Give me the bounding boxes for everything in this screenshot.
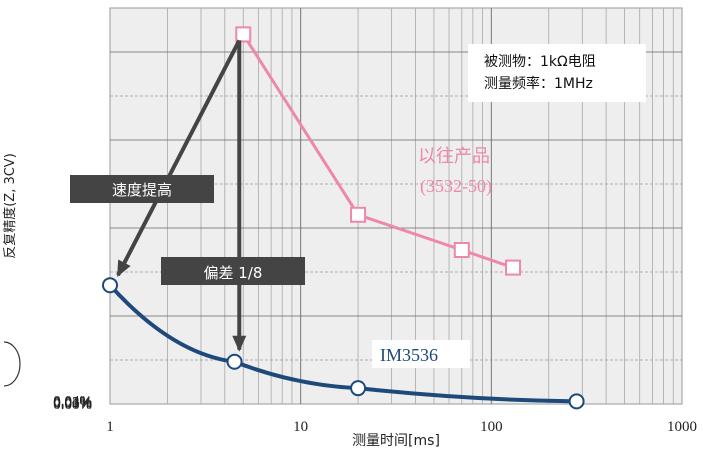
y-tick-label: 0.02% xyxy=(53,395,92,411)
series-group xyxy=(102,26,585,410)
x-tick-label: 10 xyxy=(293,419,308,435)
y-tick-label: 0.01% xyxy=(53,396,92,412)
note-line-1: 被测物：1kΩ电阻 xyxy=(484,54,596,70)
annotation-deviation-text: 偏差 1/8 xyxy=(204,264,263,282)
series-line-0 xyxy=(242,33,514,270)
data-point-im3536 xyxy=(568,393,585,410)
y-axis-ticks: 0.00%0.01%0.02%0.03%0.04% xyxy=(53,393,92,413)
arrow-deviation-head xyxy=(232,335,247,352)
series-name-im3536: IM3536 xyxy=(380,345,438,365)
data-point-previous xyxy=(453,242,470,258)
annotation-speed-text: 速度提高 xyxy=(112,181,172,199)
x-tick-label: 1 xyxy=(106,419,114,435)
y-tick-label: 0.03% xyxy=(53,394,92,410)
data-point-im3536 xyxy=(350,380,367,397)
series-label-previous: 以往产品 (3532-50) xyxy=(418,146,492,197)
series-name-previous: 以往产品 xyxy=(418,146,490,166)
note-box: 被测物：1kΩ电阻 测量频率：1MHz xyxy=(468,44,646,102)
series-name-previous-model: (3532-50) xyxy=(420,176,492,197)
annotation-deviation: 偏差 1/8 xyxy=(161,257,305,285)
data-point-previous xyxy=(235,26,252,43)
arrow-speed xyxy=(116,39,242,277)
note-line-2: 测量频率：1MHz xyxy=(484,75,593,92)
edge-arc-icon xyxy=(3,341,21,387)
x-axis-label: 测量时间[ms] xyxy=(352,433,440,449)
data-point-previous xyxy=(350,206,367,223)
y-tick-label: 0.04% xyxy=(53,393,92,409)
y-tick-label: 0.00% xyxy=(53,397,92,413)
x-axis-ticks: 1 10 100 1000 xyxy=(106,419,697,435)
series-label-im3536: IM3536 xyxy=(372,340,470,368)
data-point-im3536 xyxy=(102,277,118,294)
series-line-1 xyxy=(108,283,577,404)
x-tick-label: 1000 xyxy=(667,419,697,435)
annotation-arrows xyxy=(116,39,247,352)
data-point-im3536 xyxy=(226,353,243,370)
data-point-previous xyxy=(505,259,522,276)
x-tick-label: 100 xyxy=(480,419,503,435)
y-axis-label: 反复精度(Z, 3CV) xyxy=(2,153,18,259)
arrow-speed-head xyxy=(117,259,131,277)
annotation-speed: 速度提高 xyxy=(70,175,214,203)
